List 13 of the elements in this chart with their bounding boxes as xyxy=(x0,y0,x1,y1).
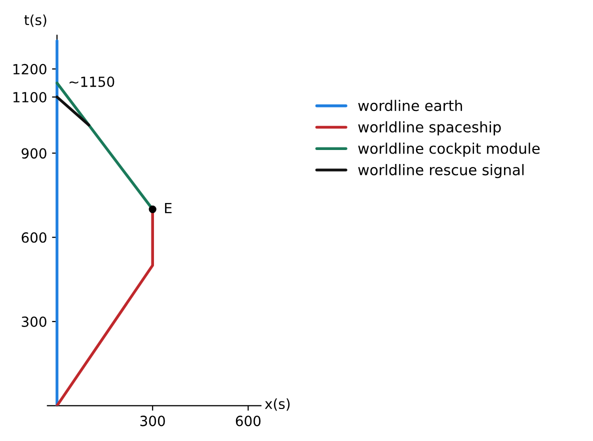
legend-label: worldline rescue signal xyxy=(358,164,524,178)
y-tick-label: 600 xyxy=(22,232,46,243)
y-axis-title: t(s) xyxy=(24,14,46,27)
y-tick-label: 300 xyxy=(22,316,46,328)
legend-label: worldline cockpit module xyxy=(358,142,540,157)
legend-label: worldline spaceship xyxy=(358,121,501,136)
x-axis-title: x(s) xyxy=(264,398,290,411)
y-tick-label: 900 xyxy=(22,148,46,159)
legend-label: wordline earth xyxy=(358,100,462,112)
annotation: E xyxy=(165,202,172,214)
y-tick-label: 1200 xyxy=(13,64,46,74)
y-tick-label: 1100 xyxy=(13,92,46,102)
annotation: ~1150 xyxy=(70,76,114,88)
